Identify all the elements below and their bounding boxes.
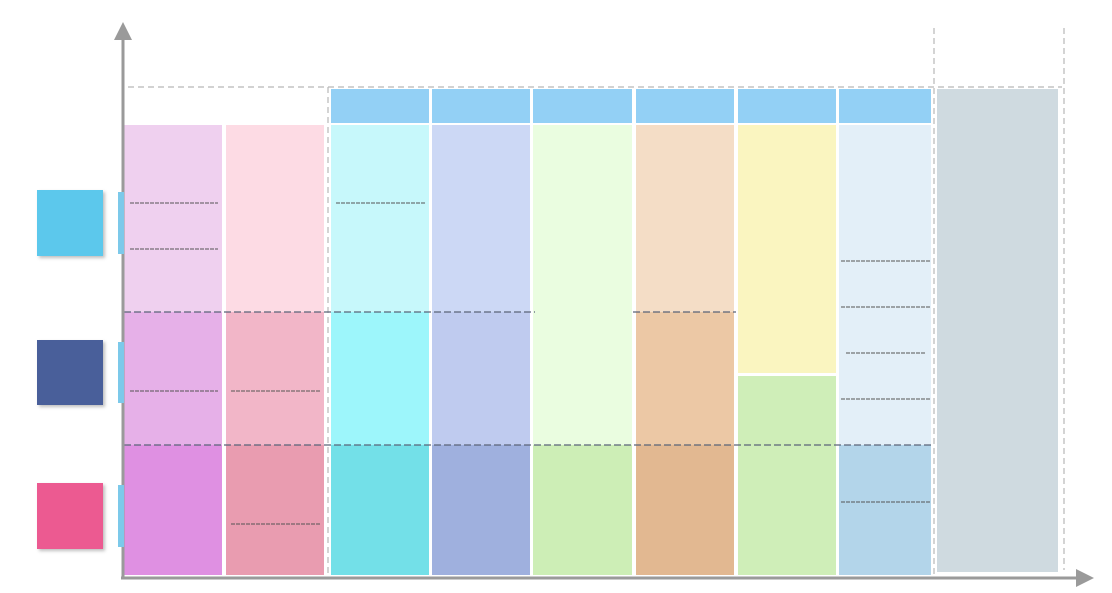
header-bar: [636, 89, 734, 123]
cell: [636, 125, 734, 312]
header-bar: [839, 89, 931, 123]
header-bar: [533, 89, 632, 123]
x-axis-arrow: [1076, 569, 1094, 587]
cell: [636, 445, 734, 575]
header-bar: [331, 89, 429, 123]
row-tab: [118, 192, 124, 254]
cell: [124, 312, 222, 445]
cell: [226, 125, 324, 312]
cell: [331, 125, 429, 312]
row-marker: [37, 340, 103, 405]
header-bar: [432, 89, 530, 123]
cell: [432, 445, 530, 575]
side-panel: [937, 89, 1058, 572]
header-bar: [738, 89, 836, 123]
y-axis-arrow: [114, 22, 132, 40]
row-marker: [37, 483, 103, 549]
row-tab: [118, 342, 124, 403]
row-marker: [37, 190, 103, 256]
cell: [432, 312, 530, 445]
cell: [636, 312, 734, 445]
cell: [331, 445, 429, 575]
cell: [738, 125, 836, 373]
row-tab: [118, 485, 124, 547]
cell: [432, 125, 530, 312]
cell: [226, 312, 324, 445]
cell: [226, 445, 324, 575]
cell: [331, 312, 429, 445]
cell: [839, 125, 931, 445]
cell: [533, 445, 632, 575]
cell: [124, 445, 222, 575]
cell: [533, 125, 632, 445]
cell: [738, 376, 836, 575]
cell: [124, 125, 222, 312]
cell: [839, 445, 931, 575]
